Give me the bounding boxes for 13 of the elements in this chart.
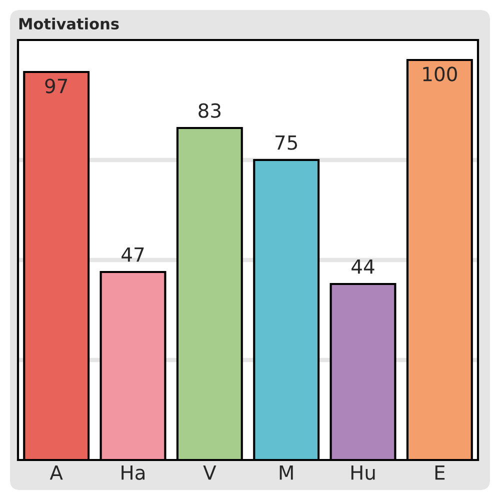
data-label: 100 bbox=[423, 66, 457, 82]
x-tick-label: Ha bbox=[122, 465, 145, 480]
data-label: 97 bbox=[45, 78, 68, 94]
data-label: 75 bbox=[276, 135, 298, 150]
x-tick-label: E bbox=[435, 465, 445, 480]
x-tick-label: V bbox=[203, 465, 216, 480]
data-label: 83 bbox=[198, 103, 220, 118]
x-tick-label: A bbox=[50, 465, 63, 480]
x-tick-label: Hu bbox=[351, 465, 375, 480]
data-label: 47 bbox=[122, 247, 144, 262]
x-tick-label: M bbox=[280, 465, 293, 480]
chart-title: Motivations bbox=[19, 18, 119, 30]
data-label: 44 bbox=[352, 259, 374, 274]
